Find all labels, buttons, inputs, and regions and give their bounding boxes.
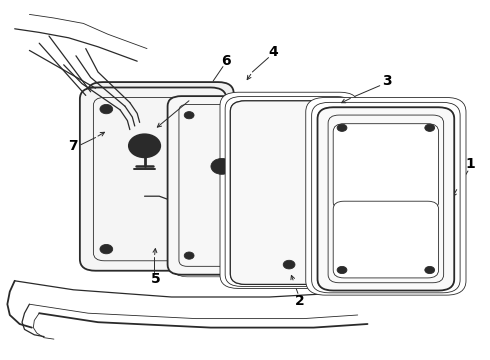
FancyBboxPatch shape (230, 101, 348, 284)
Circle shape (425, 124, 435, 131)
Text: 7: 7 (68, 139, 77, 153)
Circle shape (100, 104, 113, 114)
FancyBboxPatch shape (328, 115, 443, 283)
Circle shape (249, 112, 259, 119)
Circle shape (194, 244, 206, 254)
FancyBboxPatch shape (173, 98, 282, 277)
Text: 1: 1 (466, 157, 475, 171)
FancyBboxPatch shape (230, 101, 348, 284)
FancyBboxPatch shape (80, 87, 226, 271)
Circle shape (337, 266, 347, 274)
FancyBboxPatch shape (172, 98, 280, 276)
Circle shape (184, 112, 194, 119)
FancyBboxPatch shape (306, 98, 466, 295)
FancyBboxPatch shape (179, 104, 265, 266)
Circle shape (136, 139, 153, 152)
FancyBboxPatch shape (170, 97, 278, 275)
Circle shape (211, 158, 232, 174)
Text: 6: 6 (221, 54, 231, 68)
FancyBboxPatch shape (94, 98, 213, 261)
FancyBboxPatch shape (333, 201, 439, 278)
FancyBboxPatch shape (225, 96, 353, 287)
Text: 2: 2 (295, 294, 305, 307)
Circle shape (194, 104, 206, 114)
Circle shape (283, 260, 295, 269)
FancyBboxPatch shape (312, 102, 460, 293)
FancyBboxPatch shape (168, 96, 276, 275)
FancyBboxPatch shape (318, 107, 454, 291)
Circle shape (184, 252, 194, 259)
Circle shape (321, 206, 330, 212)
Text: 4: 4 (269, 45, 278, 59)
Text: 5: 5 (151, 272, 161, 286)
Text: 3: 3 (382, 74, 392, 88)
FancyBboxPatch shape (220, 92, 358, 288)
Circle shape (129, 134, 160, 157)
Circle shape (425, 266, 435, 274)
FancyBboxPatch shape (318, 107, 454, 291)
FancyBboxPatch shape (87, 82, 234, 265)
FancyBboxPatch shape (333, 124, 439, 210)
Circle shape (337, 124, 347, 131)
Circle shape (100, 244, 113, 254)
